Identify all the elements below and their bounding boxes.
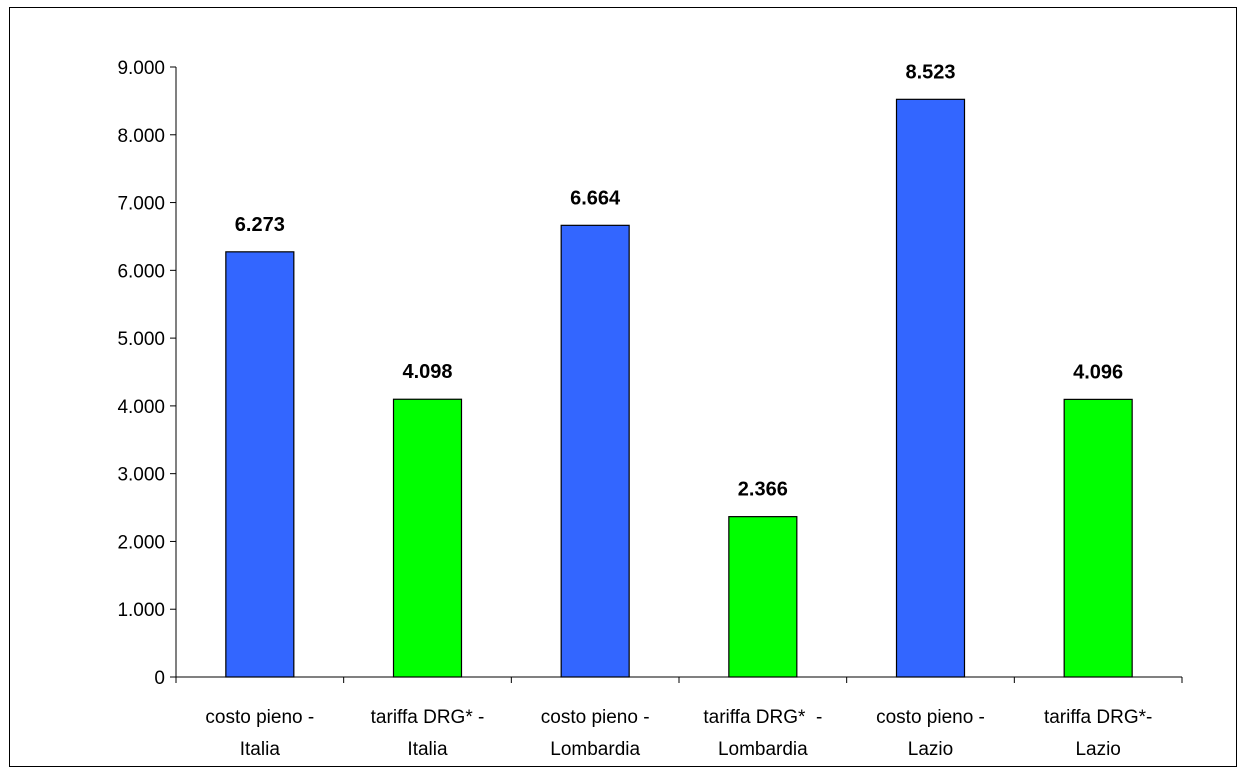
y-tick-label: 8.000 — [117, 126, 165, 147]
y-tick-label: 2.000 — [117, 532, 165, 553]
data-label: 4.096 — [1073, 361, 1123, 383]
x-tick-label: Lazio — [1075, 739, 1120, 760]
x-tick-label: tariffa DRG* - — [371, 707, 485, 728]
bar — [895, 98, 966, 678]
data-label: 6.273 — [235, 214, 285, 236]
data-label: 6.664 — [570, 187, 621, 209]
y-tick-label: 4.000 — [117, 397, 165, 418]
y-tick-label: 9.000 — [117, 58, 165, 79]
x-tick-label: costo pieno - — [205, 707, 314, 728]
bar — [225, 251, 295, 678]
y-tick-label: 7.000 — [117, 194, 165, 215]
x-tick-label: costo pieno - — [876, 707, 985, 728]
bar — [728, 516, 798, 678]
bars — [225, 98, 1133, 678]
x-tick-label: costo pieno - — [541, 707, 650, 728]
x-tick-label: tariffa DRG*- — [1044, 707, 1152, 728]
bar — [1063, 398, 1133, 678]
x-tick-label: Lazio — [908, 739, 953, 760]
axes — [170, 66, 1183, 683]
bar-chart: 0 1.000 2.000 3.000 4.000 5.000 6.000 7.000 8.00… — [117, 58, 1183, 760]
data-label: 4.098 — [402, 361, 452, 383]
y-tick-label: 1.000 — [117, 600, 165, 621]
data-label: 2.366 — [738, 479, 788, 501]
y-tick-label: 3.000 — [117, 465, 165, 486]
x-tick-label: Italia — [407, 739, 448, 760]
y-tick-label: 6.000 — [117, 261, 165, 282]
bar — [392, 398, 463, 678]
x-tick-label: Italia — [240, 739, 281, 760]
x-tick-label: Lombardia — [550, 739, 640, 760]
x-tick-label: tariffa DRG* - — [703, 707, 822, 728]
x-tick-label: Lombardia — [718, 739, 808, 760]
bar — [560, 224, 630, 678]
y-tick-label: 5.000 — [117, 329, 165, 350]
data-label: 8.523 — [905, 61, 955, 83]
chart-frame: 0 1.000 2.000 3.000 4.000 5.000 6.000 7.000 8.00… — [9, 7, 1237, 767]
y-tick-label: 0 — [154, 668, 165, 689]
labels: 0 1.000 2.000 3.000 4.000 5.000 6.000 7.000 8.00… — [117, 58, 1152, 760]
